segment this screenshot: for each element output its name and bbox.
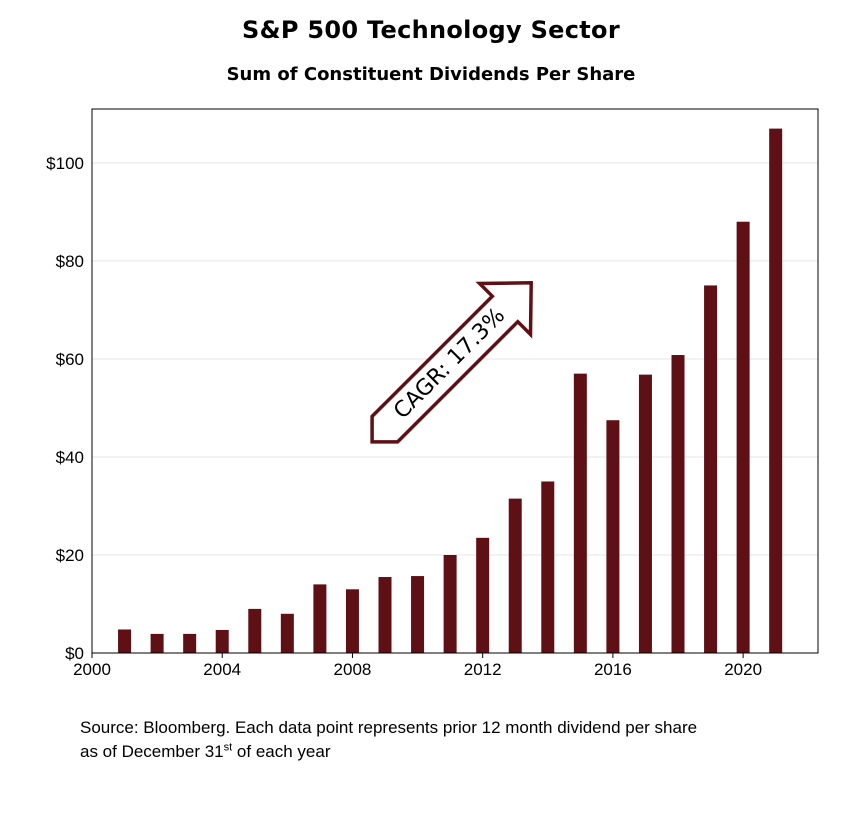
chart-title: S&P 500 Technology Sector: [242, 16, 620, 44]
bar-2010: [411, 576, 425, 653]
cagr-arrow-shape: [370, 281, 533, 444]
bar-2017: [638, 374, 652, 653]
bar-2008: [345, 589, 359, 653]
cagr-annotation: CAGR: 17.3%: [370, 281, 533, 444]
bar-2019: [704, 285, 718, 653]
bar-2009: [378, 577, 392, 653]
bar-2006: [280, 613, 294, 653]
y-tick-label: $60: [56, 350, 84, 369]
bar-2003: [183, 633, 197, 653]
bar-2016: [606, 420, 620, 653]
bar-2013: [508, 498, 522, 653]
y-tick-label: $0: [65, 644, 84, 663]
y-tick-label: $80: [56, 252, 84, 271]
cagr-label: CAGR: 17.3%: [389, 303, 510, 424]
source-line-2-end: of each year: [232, 742, 331, 761]
bar-2020: [736, 221, 750, 654]
x-axis: 2000 2004 2008 2012 2016 2020: [73, 653, 762, 679]
x-tick-label: 2020: [724, 660, 762, 679]
x-tick-label: 2004: [203, 660, 241, 679]
y-axis: $0 $20 $40 $60 $80 $100: [46, 154, 84, 663]
y-tick-label: $40: [56, 448, 84, 467]
bar-2012: [476, 537, 490, 653]
bar-2011: [443, 554, 457, 653]
source-note: Source: Bloomberg. Each data point repre…: [80, 716, 820, 764]
plot-area-frame: [91, 108, 819, 654]
x-tick-label: 2000: [73, 660, 111, 679]
source-superscript: st: [223, 741, 233, 754]
bar-2014: [541, 481, 555, 653]
y-tick-label: $100: [46, 154, 84, 173]
x-tick-label: 2008: [334, 660, 372, 679]
bar-2015: [573, 373, 587, 653]
bar-2021: [769, 128, 783, 653]
bar-2007: [313, 584, 327, 653]
y-tick-label: $20: [56, 546, 84, 565]
bar-chart: CAGR: 17.3% $0$20$40$60$80$100 2000 2004 2…: [46, 108, 819, 679]
bar-2004: [215, 629, 229, 653]
bar-2002: [150, 633, 164, 653]
bar-2018: [671, 355, 685, 653]
bar-2005: [248, 608, 262, 653]
source-line-2-text: as of December 31: [80, 742, 224, 761]
source-line-1: Source: Bloomberg. Each data point repre…: [80, 718, 698, 737]
bar-2001: [118, 629, 132, 653]
source-line-2: as of December 31st of each year: [80, 740, 820, 764]
chart-subtitle: Sum of Constituent Dividends Per Share: [226, 64, 636, 85]
x-tick-label: 2016: [594, 660, 632, 679]
x-tick-label: 2012: [464, 660, 502, 679]
bar-series: [118, 128, 783, 654]
